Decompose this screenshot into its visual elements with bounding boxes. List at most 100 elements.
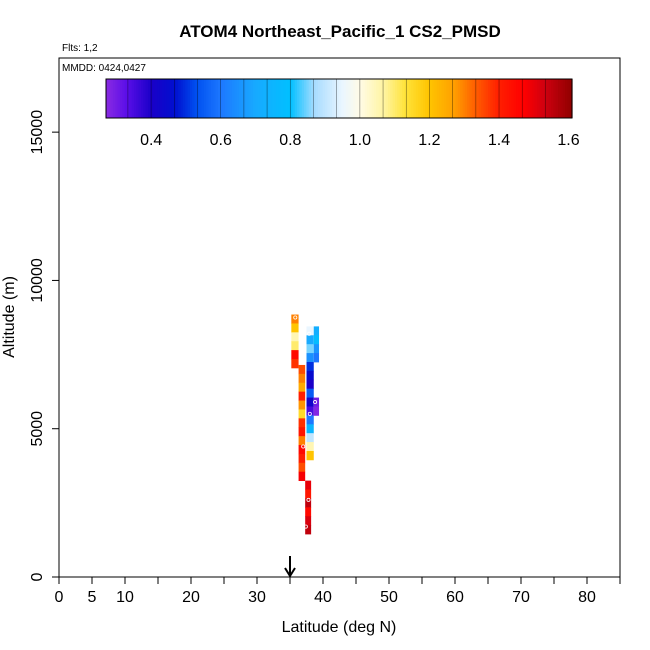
colorbar-segment — [399, 79, 403, 118]
data-cell — [298, 391, 306, 401]
colorbar-segment — [194, 79, 198, 118]
colorbar-segment — [478, 79, 482, 118]
y-tick-label: 5000 — [29, 411, 46, 447]
data-cell — [291, 332, 299, 342]
colorbar-segment — [243, 79, 247, 118]
colorbar-segment — [560, 79, 564, 118]
colorbar-segment — [516, 79, 520, 118]
data-points — [293, 315, 318, 529]
colorbar-segment — [436, 79, 440, 118]
colorbar-segment — [565, 79, 568, 118]
colorbar-segment — [441, 79, 445, 118]
data-cell — [306, 433, 314, 443]
colorbar-segment — [485, 79, 489, 118]
colorbar-segment — [492, 79, 496, 118]
colorbar-segment — [553, 79, 557, 118]
colorbar-segment — [555, 79, 559, 118]
data-cell — [305, 525, 312, 535]
y-tick-label: 15000 — [29, 110, 46, 155]
colorbar-segment — [229, 79, 233, 118]
colorbar-segment — [257, 79, 261, 118]
colorbar-segment — [467, 79, 471, 118]
colorbar-segment — [562, 79, 566, 118]
colorbar-segment — [455, 79, 459, 118]
colorbar-segment — [189, 79, 193, 118]
data-cell — [298, 409, 306, 419]
data-cell — [291, 350, 299, 360]
data-cell — [305, 507, 312, 517]
colorbar-segment — [199, 79, 203, 118]
data-cell — [291, 341, 299, 351]
colorbar-segment — [450, 79, 454, 118]
colorbar-segment — [406, 79, 410, 118]
colorbar-segment — [411, 79, 415, 118]
colorbar-segment — [166, 79, 170, 118]
colorbar-segment — [518, 79, 522, 118]
colorbar-segment — [339, 79, 342, 118]
colorbar-segment — [439, 79, 443, 118]
colorbar-tick-label: 1.4 — [488, 132, 510, 149]
colorbar-segment — [327, 79, 331, 118]
colorbar-segment — [469, 79, 473, 118]
colorbar-segment — [227, 79, 231, 118]
colorbar-segment — [357, 79, 361, 118]
colorbar-tick-label: 1.2 — [418, 132, 440, 149]
colorbar-segment — [385, 79, 389, 118]
x-tick-label: 30 — [248, 589, 266, 606]
x-tick-label: 5 — [88, 589, 97, 606]
data-cell — [306, 406, 314, 416]
colorbar-segment — [222, 79, 226, 118]
data-cell — [298, 400, 306, 410]
colorbar-segment — [481, 79, 485, 118]
colorbar-segment — [145, 79, 149, 118]
colorbar-segment — [534, 79, 538, 118]
data-cell — [313, 406, 320, 416]
colorbar-segment — [173, 79, 177, 118]
plot-frame — [58, 57, 621, 578]
colorbar-segment — [345, 79, 349, 118]
colorbar-segment — [133, 79, 137, 118]
colorbar-segment — [152, 79, 156, 118]
colorbar-segment — [334, 79, 338, 118]
colorbar-segment — [401, 79, 405, 118]
colorbar-segment — [196, 79, 200, 118]
colorbar-segment — [392, 79, 396, 118]
data-cell — [305, 498, 312, 508]
colorbar-segment — [297, 79, 300, 118]
colorbar-segment — [429, 79, 433, 118]
colorbar-segment — [355, 79, 359, 118]
colorbar-segment — [299, 79, 303, 118]
y-axis-label: Altitude (m) — [1, 276, 18, 358]
colorbar-segment — [371, 79, 375, 118]
colorbar-segment — [432, 79, 436, 118]
colorbar-segment — [341, 79, 345, 118]
colorbar-segment — [266, 79, 270, 118]
data-cell — [298, 445, 306, 455]
colorbar-segment — [336, 79, 340, 118]
x-tick-label: 40 — [314, 589, 332, 606]
marker-head — [284, 567, 296, 578]
colorbar-segment — [364, 79, 368, 118]
colorbar-segment — [308, 79, 312, 118]
colorbar-segment — [280, 79, 284, 118]
data-cell — [298, 373, 306, 384]
data-cell — [306, 388, 314, 398]
colorbar-segment — [203, 79, 207, 118]
colorbar-segment — [164, 79, 168, 118]
colorbar-segment — [306, 79, 310, 118]
colorbar-segment — [150, 79, 154, 118]
data-cell — [291, 323, 299, 333]
colorbar-segment — [140, 79, 144, 118]
colorbar-segment — [112, 79, 116, 118]
data-point — [303, 524, 308, 529]
colorbar-segment — [404, 79, 408, 118]
colorbar-segment — [301, 79, 305, 118]
colorbar-segment — [138, 79, 142, 118]
colorbar-segment — [287, 79, 291, 118]
colorbar-segment — [446, 79, 450, 118]
colorbar-segment — [285, 79, 289, 118]
data-cell — [298, 462, 306, 473]
colorbar-segment — [171, 79, 175, 118]
data-cell — [305, 489, 312, 499]
x-tick-label: 10 — [116, 589, 134, 606]
